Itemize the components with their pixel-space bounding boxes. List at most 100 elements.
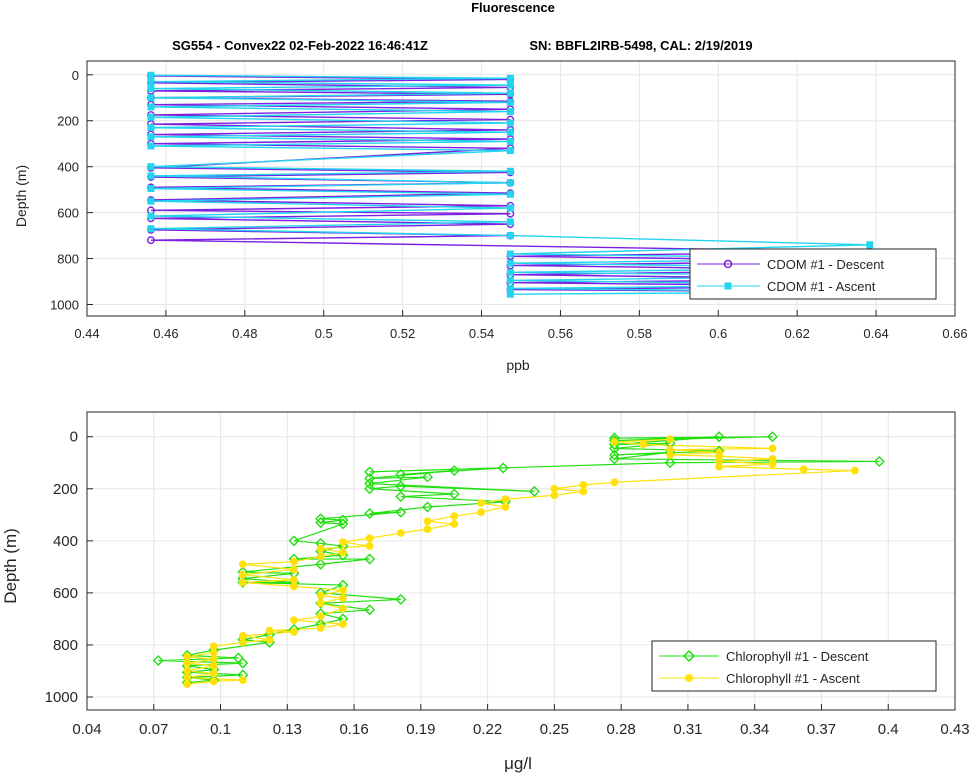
cdom-ascent-point bbox=[147, 94, 155, 102]
ax1-y-tick-label: 400 bbox=[57, 160, 79, 175]
ax2-x-tick-label: 0.43 bbox=[940, 721, 969, 738]
chlorophyll-ascent-point bbox=[265, 626, 274, 635]
cdom-legend-ascent-marker bbox=[724, 282, 732, 290]
chlorophyll-ascent-point bbox=[477, 499, 485, 507]
chlorophyll-ascent-point bbox=[477, 508, 485, 517]
chlorophyll-descent-point bbox=[664, 457, 676, 469]
ax1-y-tick-label: 600 bbox=[57, 206, 79, 221]
chlorophyll-descent-point bbox=[873, 455, 885, 467]
cdom-ascent-point bbox=[506, 190, 514, 198]
ax2-y-tick-label: 400 bbox=[53, 533, 78, 550]
chlorophyll-descent-point bbox=[767, 431, 778, 443]
chlorophyll-series-markers bbox=[152, 431, 885, 689]
ax2-x-tick-label: 0.4 bbox=[878, 721, 899, 738]
chlorophyll-ascent-point bbox=[316, 624, 325, 632]
chlorophyll-plot-frame bbox=[86, 411, 956, 711]
cdom-descent-point bbox=[147, 236, 155, 245]
ax2-x-tick-label: 0.07 bbox=[139, 721, 168, 738]
chlorophyll-ascent-point bbox=[316, 552, 325, 561]
cdom-ascent-point bbox=[147, 163, 155, 171]
chlorophyll-descent-point bbox=[237, 657, 249, 669]
ax1-x-tick-label: 0.54 bbox=[469, 326, 494, 341]
chlorophyll-descent-point bbox=[608, 449, 620, 461]
chlorophyll-descent-point bbox=[315, 558, 327, 570]
chlorophyll-y-ticks: 0 200 400 600 800 1000 bbox=[45, 429, 93, 706]
cdom-legend-box bbox=[689, 248, 937, 300]
chlorophyll-legend: Chlorophyll #1 - Descent Chlorophyll #1 … bbox=[651, 640, 937, 692]
figure-subtitle-left: SG554 - Convex22 02-Feb-2022 16:46:41Z bbox=[172, 38, 428, 53]
ax1-x-tick-label: 0.48 bbox=[232, 326, 257, 341]
chlorophyll-descent-point bbox=[448, 488, 460, 500]
cdom-ascent-point bbox=[506, 81, 514, 89]
ax1-x-tick-label: 0.5 bbox=[315, 326, 333, 341]
chlorophyll-ascent-point bbox=[715, 448, 723, 457]
chlorophyll-descent-point bbox=[395, 491, 407, 503]
chlorophyll-descent-point bbox=[364, 478, 376, 490]
chlorophyll-ascent-point bbox=[666, 445, 675, 454]
chlorophyll-ascent-point bbox=[290, 557, 298, 566]
chlorophyll-ascent-point bbox=[183, 673, 192, 682]
cdom-ascent-point bbox=[506, 259, 514, 267]
chlorophyll-legend-ascent-marker bbox=[685, 674, 693, 682]
ax1-y-tick-label: 0 bbox=[72, 68, 79, 83]
cdom-ascent-point bbox=[506, 218, 514, 226]
chlorophyll-ascent-point bbox=[209, 677, 218, 686]
chlorophyll-ascent-point bbox=[365, 534, 374, 543]
chlorophyll-descent-point bbox=[713, 431, 725, 443]
chlorophyll-ascent-point bbox=[339, 586, 347, 595]
ax1-y-tick-label: 800 bbox=[57, 252, 79, 267]
ax1-x-tick-label: 0.6 bbox=[709, 326, 727, 341]
chlorophyll-ascent-point bbox=[183, 659, 192, 668]
cdom-ascent-point bbox=[147, 71, 155, 79]
chlorophyll-ascent-point bbox=[768, 444, 777, 453]
ax2-x-tick-label: 0.31 bbox=[673, 721, 702, 738]
chlorophyll-ascent-point bbox=[339, 548, 347, 557]
cdom-ascent-point bbox=[506, 128, 514, 136]
chlorophyll-ascent-point bbox=[423, 525, 432, 534]
cdom-legend: CDOM #1 - Descent CDOM #1 - Ascent bbox=[689, 248, 937, 300]
chlorophyll-descent-point bbox=[395, 593, 407, 605]
cdom-legend-descent-label: CDOM #1 - Descent bbox=[767, 257, 884, 272]
ax2-x-tick-label: 0.22 bbox=[473, 721, 502, 738]
cdom-ascent-point bbox=[147, 185, 155, 192]
cdom-ascent-point bbox=[506, 268, 514, 276]
chlorophyll-ascent-point bbox=[365, 542, 374, 550]
cdom-ascent-point bbox=[147, 142, 155, 150]
chlorophyll-ascent-point bbox=[579, 487, 588, 496]
ax1-y-tick-label: 1000 bbox=[50, 298, 79, 313]
chlorophyll-ascent-point bbox=[209, 669, 218, 678]
cdom-legend-ascent-label: CDOM #1 - Ascent bbox=[767, 279, 876, 294]
cdom-ascent-point bbox=[866, 241, 874, 249]
chlorophyll-ascent-point bbox=[666, 435, 675, 444]
chlorophyll-ascent-point bbox=[339, 620, 347, 629]
chlorophyll-ascent-point bbox=[316, 599, 325, 608]
chlorophyll-legend-box bbox=[651, 640, 937, 692]
cdom-ascent-point bbox=[506, 147, 514, 155]
figure-subtitle-right: SN: BBFL2IRB-5498, CAL: 2/19/2019 bbox=[529, 38, 752, 53]
cdom-ascent-point bbox=[147, 103, 155, 111]
chlorophyll-ascent-point bbox=[238, 560, 247, 569]
chlorophyll-descent-point bbox=[497, 462, 509, 474]
chlorophyll-legend-ascent-label: Chlorophyll #1 - Ascent bbox=[726, 671, 860, 686]
ax2-x-tick-label: 0.16 bbox=[339, 721, 368, 738]
cdom-ascent-point bbox=[147, 197, 155, 205]
cdom-ascent-point bbox=[506, 232, 514, 240]
chlorophyll-legend-descent-marker bbox=[682, 649, 696, 663]
chlorophyll-ascent-point bbox=[290, 575, 298, 584]
chlorophyll-ascent-point bbox=[550, 484, 559, 493]
chlorophyll-ascent-point bbox=[290, 616, 298, 625]
cdom-ascent-point bbox=[147, 78, 155, 86]
cdom-ascent-point bbox=[147, 225, 155, 233]
chlorophyll-ascent-point bbox=[238, 570, 247, 579]
chlorophyll-descent-point bbox=[315, 517, 327, 529]
cdom-plot: 0.44 0.46 0.48 0.5 0.52 0.54 0.56 0.58 0.6 0.62 0.… bbox=[13, 60, 968, 373]
cdom-ascent-point bbox=[506, 276, 514, 284]
cdom-ascent-point bbox=[147, 133, 155, 141]
chlorophyll-ascent-point bbox=[183, 667, 192, 675]
cdom-ascent-point bbox=[147, 212, 155, 220]
ax1-x-tick-label: 0.46 bbox=[153, 326, 178, 341]
chlorophyll-descent-point bbox=[364, 483, 376, 495]
ax2-y-tick-label: 200 bbox=[53, 481, 78, 498]
chlorophyll-ascent-point bbox=[209, 648, 218, 657]
